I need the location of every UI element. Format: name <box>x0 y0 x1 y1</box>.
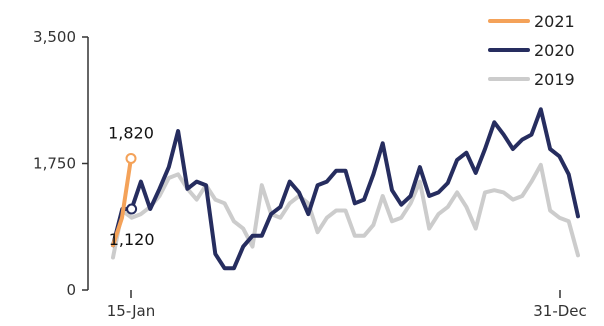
series-line-2020 <box>111 107 580 271</box>
annotation-label: 1,820 <box>108 123 154 142</box>
annotation-layer: 1,820 1,120 <box>108 123 154 249</box>
legend-label-2019: 2019 <box>534 70 575 89</box>
series-layer <box>111 107 580 271</box>
y-tick-label: 1,750 <box>33 155 76 173</box>
legend-label-2021: 2021 <box>534 12 575 31</box>
series-line-2021 <box>111 156 133 248</box>
marker-2020 <box>126 203 138 215</box>
legend-label-2020: 2020 <box>534 41 575 60</box>
series-line-2019 <box>111 162 580 260</box>
annotation-label: 1,120 <box>109 230 155 249</box>
y-tick-label: 0 <box>66 281 76 299</box>
chart-axes: 0 1,750 3,500 15-Jan 31-Dec <box>33 28 587 320</box>
marker-2021 <box>125 152 137 164</box>
x-tick-label: 15-Jan <box>107 302 155 320</box>
y-tick-label: 3,500 <box>33 28 76 46</box>
legend: 2021 2020 2019 <box>488 12 575 89</box>
x-tick-label: 31-Dec <box>533 302 587 320</box>
y-ticks: 0 1,750 3,500 <box>33 28 88 299</box>
x-ticks: 15-Jan 31-Dec <box>107 290 587 320</box>
